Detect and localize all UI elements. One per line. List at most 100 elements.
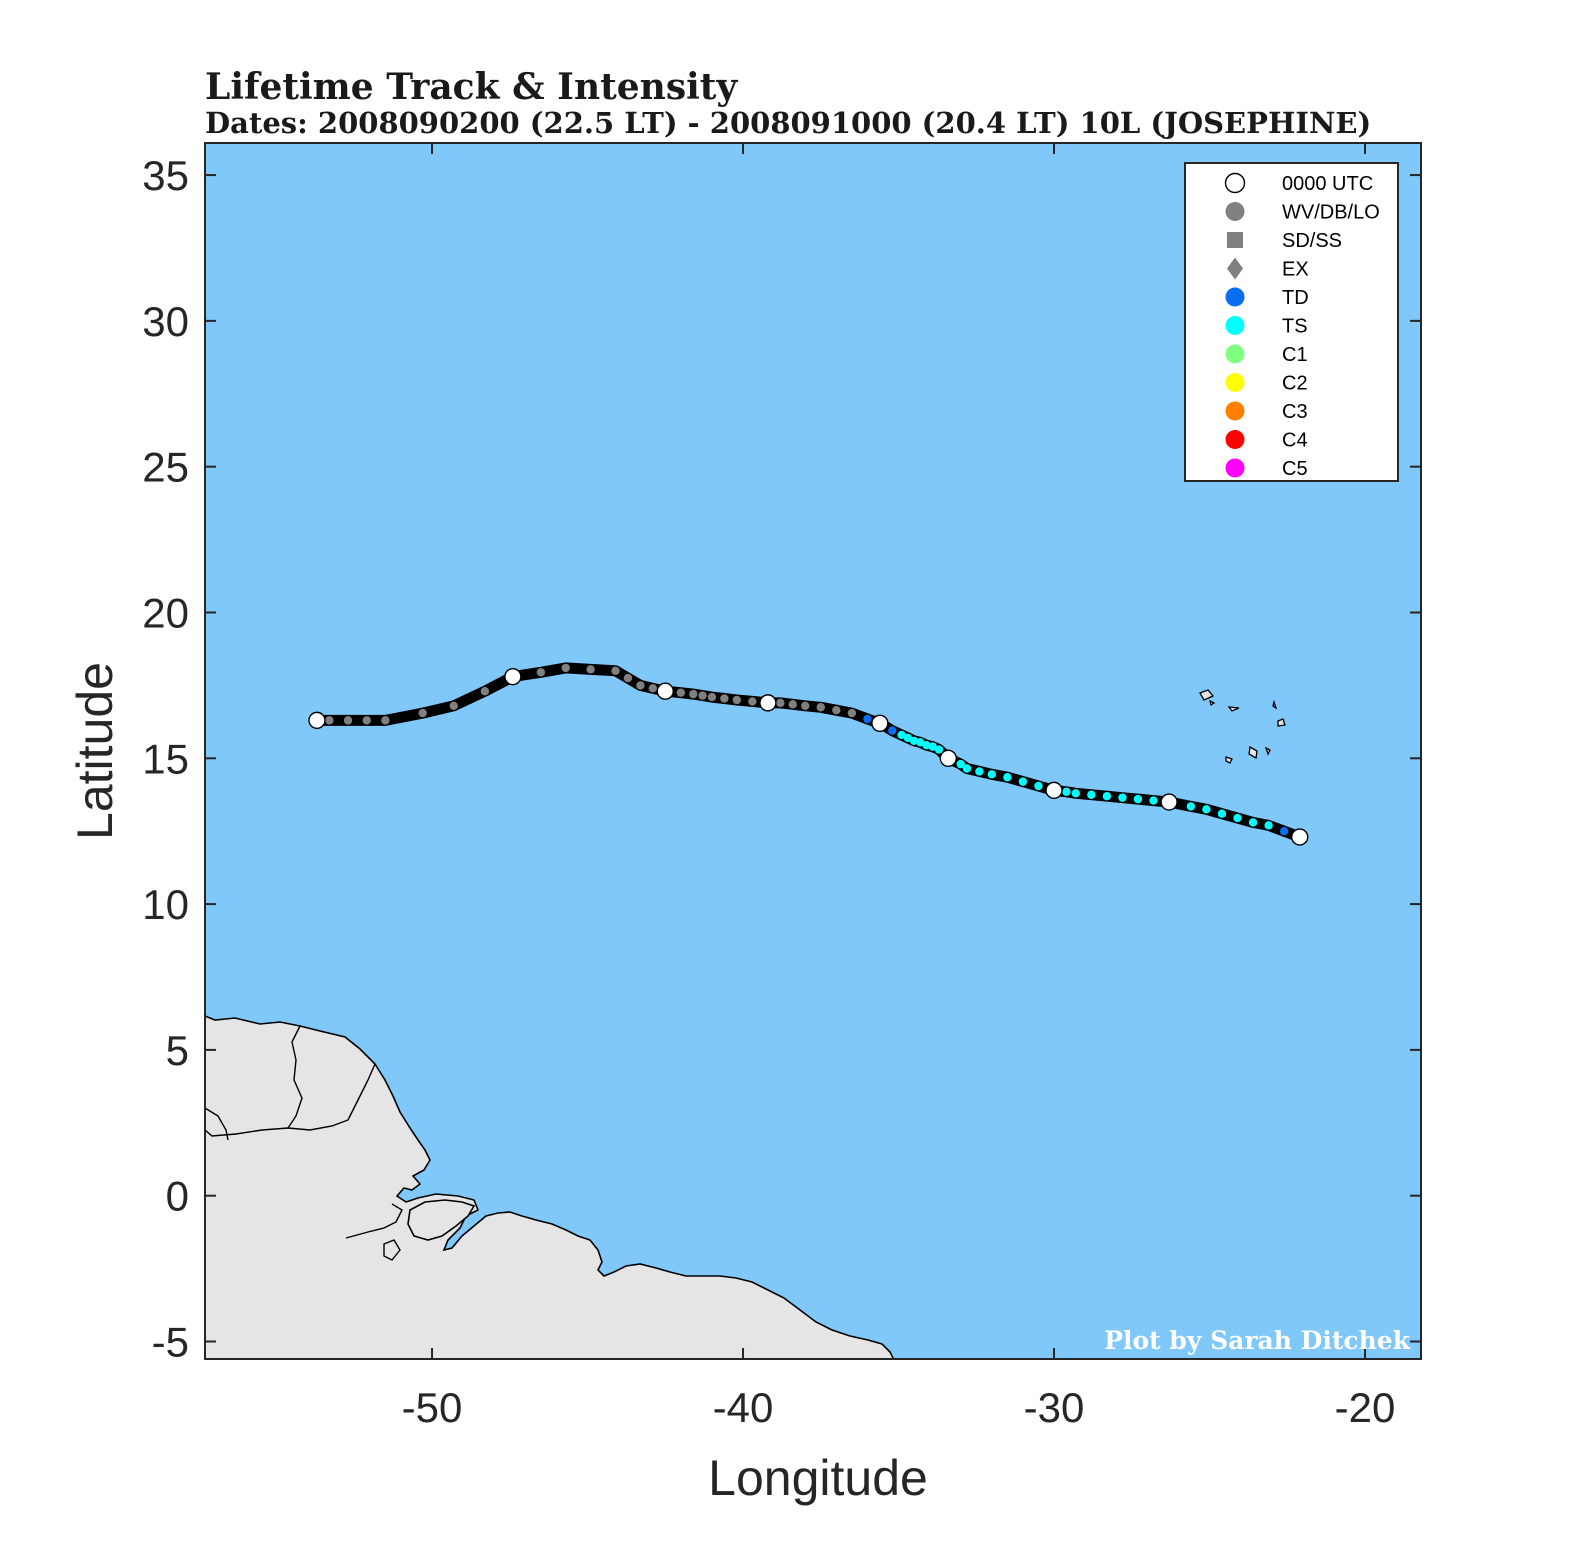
track-point-ts: [1202, 805, 1211, 814]
legend-symbol-ex: [1227, 257, 1243, 280]
amazon-delta-island: [383, 1239, 401, 1261]
track-point-wv-db-lo: [732, 695, 742, 705]
track-point-ts: [1149, 796, 1158, 805]
x-tick-label: -40: [713, 1384, 774, 1431]
track-point-wv-db-lo: [748, 697, 757, 706]
y-tick-label: 30: [142, 298, 189, 345]
track-point-ts: [1062, 787, 1071, 797]
legend-label-c4: C4: [1282, 430, 1308, 452]
track-point-wv-db-lo: [586, 665, 595, 674]
track-point-wv-db-lo: [480, 687, 490, 696]
legend-label-c1: C1: [1282, 344, 1308, 366]
track-point-ts: [1233, 813, 1242, 823]
legend-label-0000-utc: 0000 UTC: [1282, 173, 1373, 195]
track-point-wv-db-lo: [536, 668, 546, 677]
islands-east: [1199, 689, 1286, 764]
track-point-0000-utc: [1045, 781, 1063, 800]
track-point-wv-db-lo: [648, 684, 658, 693]
track-point-ts: [1118, 793, 1127, 802]
track-point-wv-db-lo: [776, 698, 785, 708]
legend-symbol-c3: [1225, 401, 1245, 421]
plot-frame: [204, 142, 1422, 1360]
x-tick-label: -20: [1335, 1384, 1396, 1431]
track-point-ts: [903, 733, 913, 743]
legend-symbol-td: [1225, 287, 1245, 307]
y-tick-label: 10: [142, 881, 189, 928]
track-point-wv-db-lo: [418, 708, 427, 718]
track-point-ts: [1018, 777, 1028, 786]
track-point-wv-db-lo: [816, 703, 825, 712]
track-point-ts: [1003, 773, 1012, 782]
track-point-wv-db-lo: [788, 700, 797, 709]
track-point-wv-db-lo: [707, 692, 717, 702]
track-point-td: [1279, 826, 1289, 836]
legend-symbol-c4: [1225, 430, 1245, 449]
track-point-ts: [934, 745, 944, 754]
legend-label-c5: C5: [1282, 458, 1308, 480]
legend-symbol-0000-utc: [1224, 172, 1246, 194]
track-point-ts: [987, 770, 997, 779]
x-tick-label: -30: [1024, 1384, 1085, 1431]
track-point-wv-db-lo: [720, 694, 729, 703]
y-tick-label: 25: [142, 444, 189, 491]
legend-label-c3: C3: [1282, 401, 1308, 423]
amazon-delta-channel: [345, 1203, 403, 1239]
legend-items: 0000 UTC WV/DB/LO SD/SS EX TD TS C1 C2 C3 C4 C5: [1224, 172, 1380, 480]
border-line-3: [205, 1107, 229, 1141]
track-point-ts: [1133, 794, 1143, 804]
border-line-1: [287, 1025, 303, 1129]
legend-symbol-ts: [1225, 316, 1245, 335]
map-title: Lifetime Track & Intensity: [205, 66, 738, 108]
track-point-0000-utc: [656, 682, 674, 700]
track-point-ts: [1087, 790, 1096, 799]
x-tick-label: -50: [402, 1384, 463, 1431]
y-tick-label: 15: [142, 735, 189, 782]
track-point-0000-utc: [504, 667, 522, 686]
track-point-0000-utc: [1291, 828, 1309, 846]
track-point-wv-db-lo: [561, 663, 570, 673]
land-layer: [205, 689, 1286, 1359]
legend-label-wv-db-lo: WV/DB/LO: [1282, 202, 1380, 224]
legend-box: [1184, 162, 1399, 482]
legend-symbol-wv-db-lo: [1225, 202, 1245, 221]
track-point-0000-utc: [308, 711, 326, 730]
track-point-td: [888, 726, 897, 735]
track-point-ts: [962, 764, 972, 773]
track-point-wv-db-lo: [381, 716, 390, 725]
y-axis-label: Latitude: [67, 662, 123, 840]
track-point-wv-db-lo: [801, 701, 810, 711]
track-point-wv-db-lo: [362, 716, 371, 725]
track-point-ts: [1034, 781, 1043, 791]
track-point-0000-utc: [939, 749, 957, 767]
track-point-0000-utc: [759, 694, 777, 712]
track-point-0000-utc: [871, 714, 889, 732]
legend-label-ts: TS: [1282, 316, 1308, 338]
track-point-wv-db-lo: [623, 673, 633, 683]
track-point-wv-db-lo: [636, 681, 645, 690]
track-point-ts: [1186, 802, 1196, 811]
track-point-ts: [1102, 791, 1112, 801]
track-point-wv-db-lo: [449, 701, 458, 711]
track-point-0000-utc: [1160, 793, 1178, 811]
legend-label-td: TD: [1282, 287, 1309, 309]
track-point-ts: [1264, 821, 1273, 830]
marajo-island: [407, 1199, 476, 1241]
south-america-landmass: [205, 1015, 895, 1359]
legend-label-sd-ss: SD/SS: [1282, 230, 1342, 252]
x-axis-label: Longitude: [708, 1450, 928, 1506]
legend-symbol-sd-ss: [1227, 232, 1243, 248]
track-point-wv-db-lo: [325, 716, 334, 725]
legend-label-c2: C2: [1282, 373, 1308, 395]
legend-symbol-c1: [1225, 344, 1245, 364]
legend-symbol-c2: [1225, 373, 1245, 392]
y-tick-label: 20: [142, 589, 189, 636]
track-point-wv-db-lo: [847, 708, 857, 718]
track-point-ts: [1248, 818, 1258, 827]
y-tick-label: 0: [166, 1173, 189, 1220]
y-tick-label: 5: [166, 1027, 189, 1074]
track-point-ts: [1071, 789, 1080, 798]
track-point-ts: [897, 730, 906, 740]
border-line-2: [205, 1063, 376, 1137]
